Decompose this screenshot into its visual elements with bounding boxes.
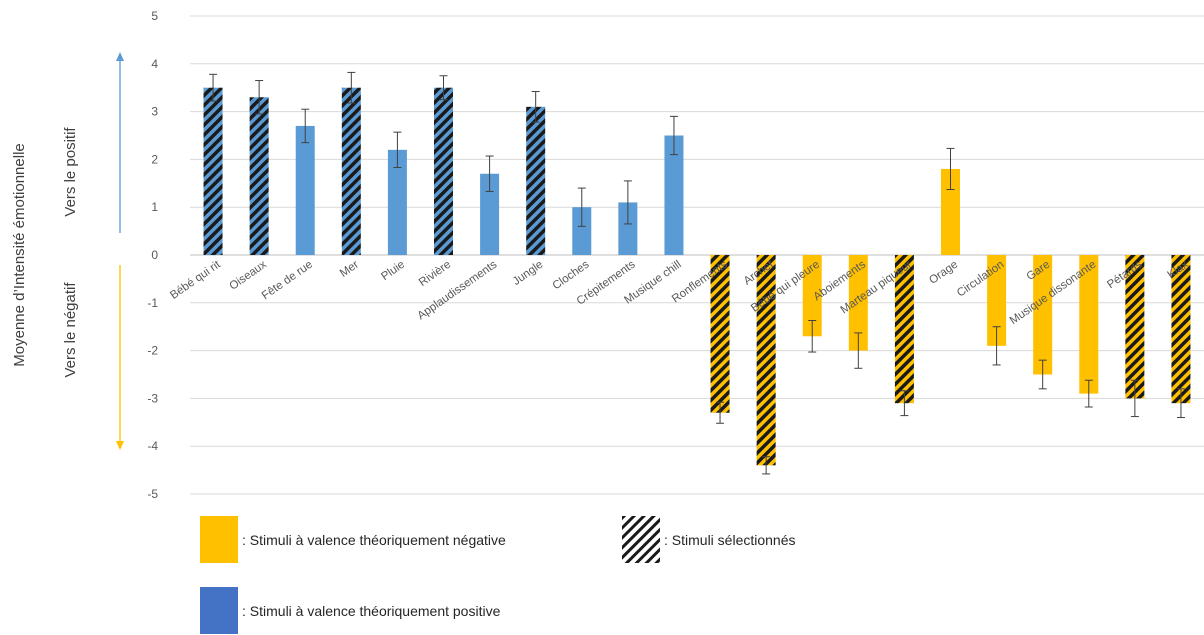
category-label: Applaudissements <box>415 258 499 322</box>
y-tick-label: 4 <box>151 57 158 71</box>
bar <box>987 255 1007 346</box>
bar <box>894 255 914 404</box>
y-tick-label: 0 <box>151 248 158 262</box>
bar <box>1171 255 1191 404</box>
y-axis-title: Moyenne d’Intensité émotionnelle <box>11 143 28 366</box>
category-label: Pluie <box>379 259 407 284</box>
legend-positive: : Stimuli à valence théoriquement positi… <box>200 587 500 634</box>
category-label: Mer <box>338 259 361 280</box>
y-tick-label: 2 <box>151 152 158 166</box>
y-axis-ticks: 5 4 3 2 1 0 -1 -2 -3 -4 -5 <box>147 9 158 500</box>
bar <box>848 255 868 351</box>
bar <box>802 255 822 337</box>
legend-negative-swatch <box>200 516 238 563</box>
legend-negative: : Stimuli à valence théoriquement négati… <box>200 516 506 563</box>
category-label: Rivière <box>417 259 453 289</box>
bar <box>618 202 638 255</box>
bar <box>295 125 315 255</box>
negative-annotation: Vers le négatif <box>62 282 79 378</box>
y-tick-label: -2 <box>147 344 158 358</box>
positive-arrowhead <box>116 52 124 61</box>
positive-annotation: Vers le positif <box>62 127 79 217</box>
bar <box>387 149 407 255</box>
category-label: Bébé qui rit <box>168 258 223 302</box>
category-label: Oiseaux <box>227 258 269 292</box>
category-label: Jungle <box>511 259 546 288</box>
y-tick-label: 5 <box>151 9 158 23</box>
bar <box>203 87 223 255</box>
bar <box>756 255 776 466</box>
bar <box>480 173 500 255</box>
y-tick-label: -5 <box>147 487 158 500</box>
chart: 5 4 3 2 1 0 -1 -2 -3 -4 -5 Bébé qui rit OiseauxFête… <box>11 9 1204 500</box>
legend-selected: : Stimuli sélectionnés <box>622 516 796 563</box>
bar <box>1033 255 1053 375</box>
legend-selected-label: : Stimuli sélectionnés <box>664 531 796 548</box>
category-label: Cloches <box>551 258 592 292</box>
y-tick-label: -4 <box>147 439 158 453</box>
legend-negative-label: : Stimuli à valence théoriquement négati… <box>242 531 506 548</box>
category-label: Fête de rue <box>260 259 315 303</box>
negative-arrowhead <box>116 441 124 450</box>
bar <box>572 207 592 255</box>
legend-positive-swatch <box>200 587 238 634</box>
bar <box>710 255 730 413</box>
y-tick-label: -3 <box>147 391 158 405</box>
bar <box>664 135 684 255</box>
bar <box>1125 255 1145 399</box>
bar <box>434 87 453 255</box>
bar <box>941 168 960 255</box>
bar <box>526 106 546 255</box>
error-bars <box>209 71 1185 475</box>
bar <box>249 97 269 255</box>
legend-positive-label: : Stimuli à valence théoriquement positi… <box>242 602 501 619</box>
legend-selected-swatch <box>622 516 660 563</box>
bars <box>203 87 1191 466</box>
bar <box>341 87 361 255</box>
y-tick-label: 1 <box>151 200 158 214</box>
bar <box>1079 255 1099 394</box>
y-tick-label: 3 <box>151 105 158 119</box>
category-label: Orage <box>927 259 960 287</box>
y-tick-label: -1 <box>147 296 158 310</box>
